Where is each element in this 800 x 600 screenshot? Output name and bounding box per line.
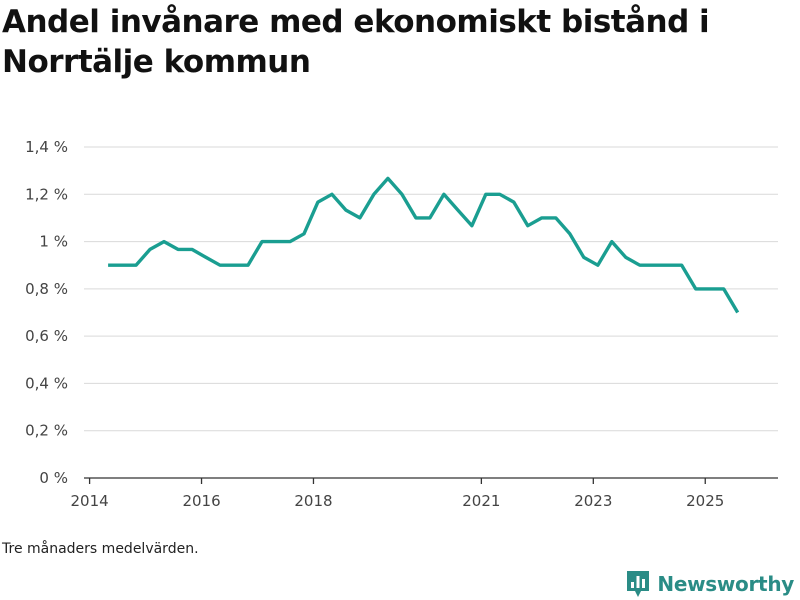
data-point[interactable] (312, 196, 324, 208)
x-axis-labels: 2014 2016 2018 2021 2023 2025 (71, 492, 725, 510)
data-point[interactable] (410, 212, 422, 224)
data-point[interactable] (214, 259, 226, 271)
brand-name: Newsworthy (657, 572, 794, 596)
y-tick-label: 0,6 % (25, 327, 68, 345)
y-tick-label: 0,8 % (25, 280, 68, 298)
data-point[interactable] (438, 188, 450, 200)
data-point[interactable] (508, 196, 520, 208)
data-point[interactable] (200, 251, 212, 263)
data-point[interactable] (354, 212, 366, 224)
bar-chart-badge-icon (627, 571, 650, 597)
x-tick-label: 2023 (574, 492, 612, 510)
y-tick-label: 1,2 % (25, 185, 68, 203)
line-chart: 0 % 0,2 % 0,4 % 0,6 % 0,8 % 1 % 1,2 % 1,4 % 201… (25, 138, 778, 510)
x-tick-label: 2025 (686, 492, 724, 510)
data-point[interactable] (270, 236, 282, 248)
y-tick-label: 1 % (39, 233, 68, 251)
y-tick-label: 0 % (39, 469, 68, 487)
data-point[interactable] (326, 188, 338, 200)
data-point[interactable] (676, 259, 688, 271)
series-group (102, 172, 744, 319)
data-point[interactable] (466, 220, 478, 232)
x-axis (84, 477, 778, 484)
data-point[interactable] (718, 283, 730, 295)
data-point[interactable] (130, 259, 142, 271)
data-point[interactable] (144, 243, 156, 255)
x-tick-label: 2021 (462, 492, 500, 510)
data-point[interactable] (536, 212, 548, 224)
data-point[interactable] (732, 307, 744, 319)
y-tick-label: 0,4 % (25, 374, 68, 392)
x-tick-label: 2016 (182, 492, 220, 510)
data-point[interactable] (382, 172, 394, 184)
series-line (108, 176, 740, 314)
data-point[interactable] (368, 188, 380, 200)
data-point[interactable] (494, 188, 506, 200)
data-point[interactable] (690, 283, 702, 295)
chart-title: Andel invånare med ekonomiskt bistånd i … (2, 4, 710, 80)
data-point[interactable] (592, 259, 604, 271)
data-point[interactable] (564, 228, 576, 240)
data-point[interactable] (396, 188, 408, 200)
data-point[interactable] (298, 228, 310, 240)
data-point[interactable] (228, 259, 240, 271)
data-point[interactable] (578, 251, 590, 263)
footnote: Tre månaders medelvärden. (2, 541, 199, 557)
data-point[interactable] (480, 188, 492, 200)
gridlines (84, 146, 778, 432)
y-axis-labels: 0 % 0,2 % 0,4 % 0,6 % 0,8 % 1 % 1,2 % 1,4 % (25, 138, 68, 487)
brand-logo[interactable]: Newsworthy (625, 568, 794, 600)
data-point[interactable] (662, 259, 674, 271)
data-point[interactable] (620, 251, 632, 263)
x-tick-label: 2018 (294, 492, 332, 510)
data-point[interactable] (606, 236, 618, 248)
x-tick-label: 2014 (71, 492, 109, 510)
data-point[interactable] (116, 259, 128, 271)
data-point[interactable] (186, 243, 198, 255)
data-point[interactable] (648, 259, 660, 271)
data-point[interactable] (158, 236, 170, 248)
data-point[interactable] (522, 220, 534, 232)
data-point[interactable] (102, 259, 114, 271)
data-point[interactable] (424, 212, 436, 224)
data-point[interactable] (242, 259, 254, 271)
y-tick-label: 0,2 % (25, 422, 68, 440)
data-point[interactable] (704, 283, 716, 295)
data-point[interactable] (256, 236, 268, 248)
data-point[interactable] (634, 259, 646, 271)
data-point[interactable] (550, 212, 562, 224)
data-point[interactable] (340, 204, 352, 216)
y-tick-label: 1,4 % (25, 138, 68, 156)
data-point[interactable] (284, 236, 296, 248)
data-point[interactable] (452, 204, 464, 216)
data-point[interactable] (172, 243, 184, 255)
